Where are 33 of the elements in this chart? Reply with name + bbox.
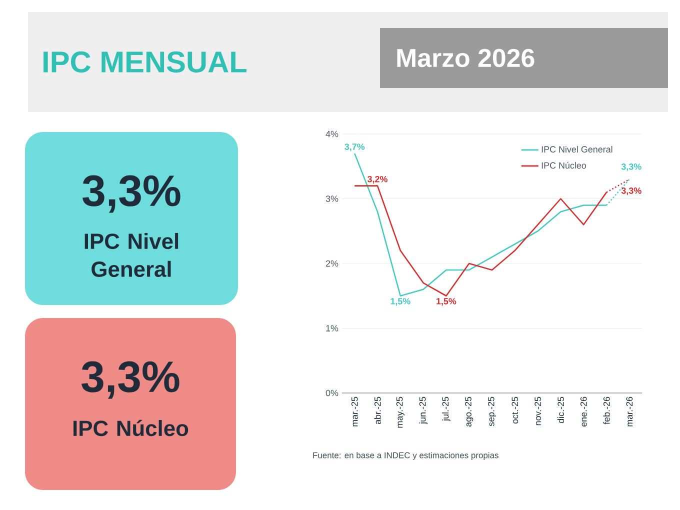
chart-subtitle: Marzo 2026 <box>397 48 534 68</box>
x-tick-label: nov.-25 <box>534 396 541 426</box>
y-tick-label: 4% <box>326 130 338 138</box>
y-tick-label: 1% <box>326 325 338 332</box>
data-label: 3,7% <box>344 144 365 152</box>
source-note: Fuente: en base a INDEC y estimaciones propias <box>313 452 498 460</box>
x-tick-label: mar.-25 <box>351 396 358 426</box>
x-tick-label: may.-25 <box>396 396 404 428</box>
x-tick-label: ago.-25 <box>465 396 474 427</box>
y-tick-label: 0% <box>326 390 338 396</box>
text: 3,3% <box>82 175 180 213</box>
data-label: 3,3% <box>621 163 642 172</box>
x-tick-label: mar.-26 <box>626 396 633 426</box>
x-tick-label: sep.-25 <box>488 396 496 426</box>
x-tick-label: jul.-25 <box>442 396 450 422</box>
x-tick-label: dic.-25 <box>557 396 564 424</box>
data-label: 1,5% <box>436 298 456 306</box>
y-tick-label: 3% <box>326 196 338 202</box>
legend-label: IPC Nivel General <box>542 146 612 153</box>
data-label: 1,5% <box>390 298 410 306</box>
data-label: 3,3% <box>621 188 642 196</box>
x-tick-label: abr.-25 <box>374 396 381 424</box>
chart-title: IPC MENSUAL <box>44 51 246 73</box>
x-tick-label: oct.-25 <box>512 396 518 424</box>
text: IPC Nivel General <box>84 232 178 277</box>
y-tick-label: 2% <box>326 260 338 267</box>
x-tick-label: feb.-26 <box>603 396 610 424</box>
x-tick-label: ene.-26 <box>580 396 587 427</box>
x-tick-label: jun.-25 <box>419 396 428 424</box>
text: IPC Núcleo <box>74 420 188 436</box>
text: 3,3% <box>82 361 180 399</box>
data-label: 3,2% <box>367 176 388 184</box>
legend-label: IPC Núcleo <box>542 162 586 169</box>
